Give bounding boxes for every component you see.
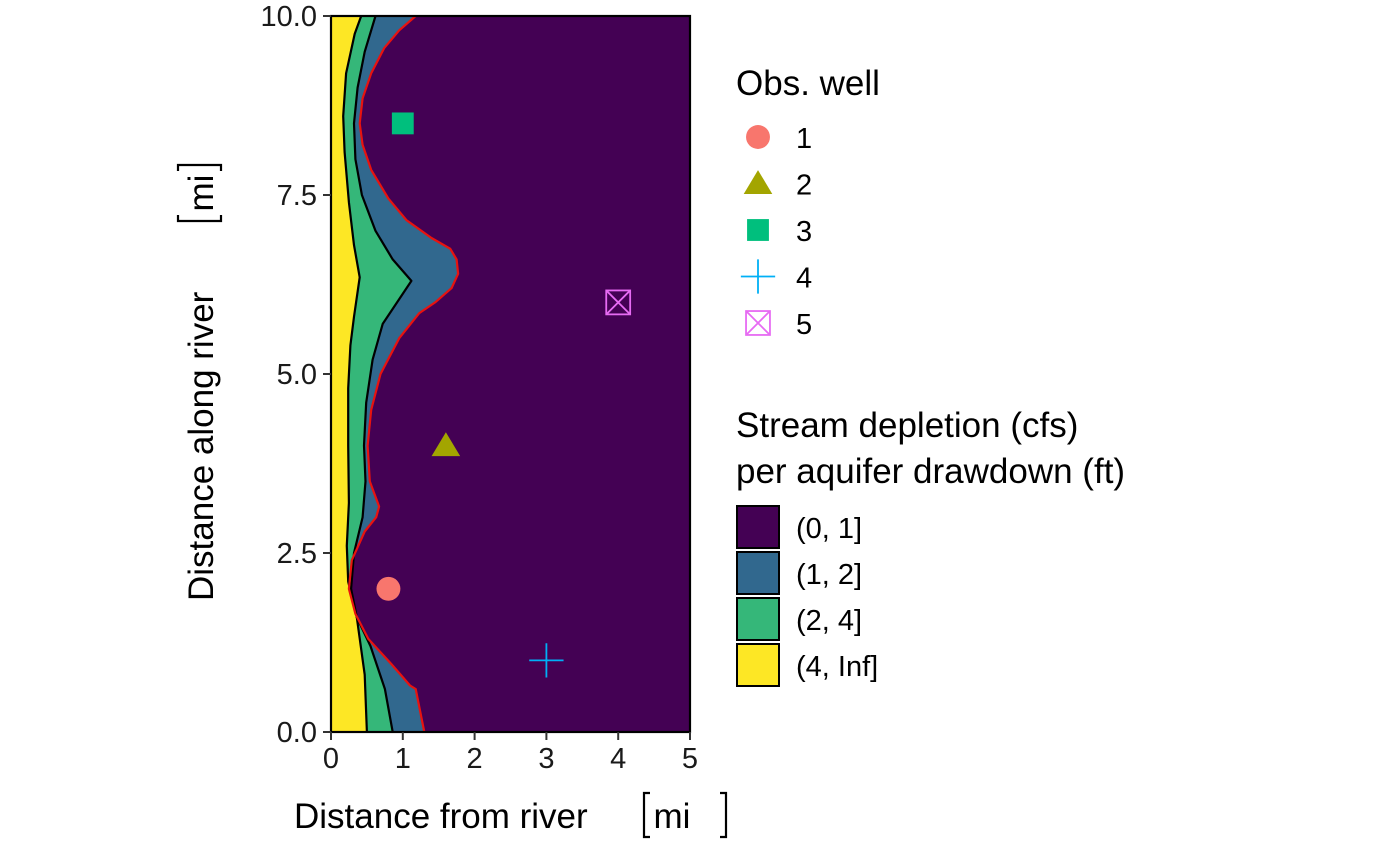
wells-legend-key-1 — [746, 125, 770, 149]
x-tick-label: 5 — [682, 743, 698, 775]
fill-legend: Stream depletion (cfs) per aquifer drawd… — [736, 406, 1125, 687]
svg-text:mi: mi — [654, 797, 691, 836]
fill-legend-label: (4, Inf] — [796, 651, 878, 683]
well-marker-2 — [431, 432, 461, 457]
fill-legend-key — [736, 551, 780, 595]
wells-legend-key-4 — [740, 259, 776, 294]
x-tick-label: 2 — [467, 743, 483, 775]
y-unit-brackets — [176, 163, 223, 223]
contour-line-1 — [347, 15, 460, 733]
fill-legend-title-line-2: per aquifer drawdown (ft) — [736, 452, 1125, 491]
wells-legend-title: Obs. well — [736, 64, 880, 103]
wells-legend-label: 2 — [796, 170, 812, 202]
x-tick-label: 1 — [395, 743, 411, 775]
y-axis-unit: mi — [182, 175, 221, 212]
well-marker-4 — [529, 643, 564, 678]
plot-area — [331, 15, 690, 733]
fill-legend-title-line-1: Stream depletion (cfs) — [736, 406, 1078, 445]
x-tick-label: 3 — [538, 743, 554, 775]
y-tick-label: 7.5 — [277, 180, 317, 212]
band-2-4 — [331, 16, 412, 732]
wells-legend: Obs. well 1 2 3 4 5 — [736, 64, 880, 341]
band-0-1 — [331, 16, 690, 732]
well-marker-3 — [391, 112, 414, 135]
unit-bracket-right — [176, 163, 223, 171]
y-tick-label: 10.0 — [261, 1, 317, 33]
x-tick-label: 4 — [610, 743, 626, 775]
wells-legend-label: 4 — [796, 263, 812, 295]
fill-legend-key — [736, 643, 780, 687]
fill-legend-label: (1, 2] — [796, 559, 862, 591]
y-axis-title: Distance along river — [182, 291, 221, 601]
unit-bracket-left — [642, 791, 650, 839]
fill-legend-label: (2, 4] — [796, 605, 862, 637]
well-marker-5 — [605, 289, 632, 316]
x-axis-title: Distance from river — [294, 797, 588, 836]
y-tick-label: 2.5 — [277, 538, 317, 570]
y-tick-label: 0.0 — [277, 717, 317, 749]
unit-bracket-left — [176, 215, 223, 223]
unit-bracket-right — [720, 791, 728, 839]
y-tick-label: 5.0 — [277, 359, 317, 391]
y-axis-title-group: Distance along river mi — [182, 175, 221, 601]
x-tick-label: 0 — [323, 743, 339, 775]
wells-legend-label: 5 — [796, 309, 812, 341]
axes: 0 1 2 3 4 5 0.0 2.5 5.0 7.5 10.0 — [176, 1, 728, 839]
wells-legend-key-5 — [745, 310, 771, 336]
fill-legend-key — [736, 597, 780, 641]
x-axis-unit: mi — [654, 797, 691, 836]
well-marker-1 — [376, 576, 401, 601]
band-4-inf — [331, 16, 367, 732]
wells-legend-key-3 — [747, 219, 769, 241]
fill-legend-label: (0, 1] — [796, 513, 862, 545]
wells-legend-label: 1 — [796, 123, 812, 155]
wells-legend-key-2 — [743, 170, 773, 195]
fill-legend-key — [736, 505, 780, 549]
wells-legend-label: 3 — [796, 216, 812, 248]
